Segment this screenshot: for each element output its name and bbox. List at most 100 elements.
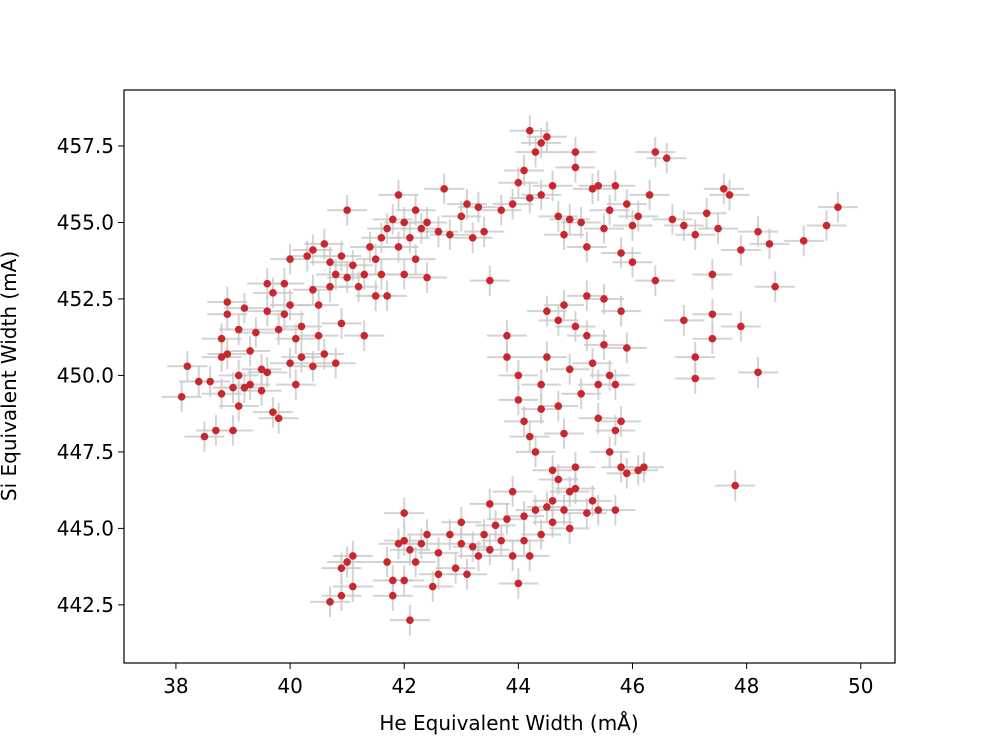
point — [234, 325, 243, 334]
x-tick-label: 40 — [277, 674, 302, 698]
point — [486, 546, 494, 554]
point — [246, 347, 254, 355]
point — [577, 218, 585, 227]
point — [554, 402, 563, 410]
point — [234, 371, 243, 380]
point — [503, 331, 511, 340]
point — [366, 243, 374, 251]
point — [349, 582, 357, 591]
point — [337, 252, 346, 260]
point — [252, 328, 260, 337]
point — [297, 353, 306, 361]
y-tick-label: 450.0 — [57, 363, 114, 387]
point — [474, 203, 483, 211]
point — [520, 166, 528, 175]
point — [337, 319, 346, 328]
point — [417, 224, 426, 233]
point — [525, 126, 534, 135]
point — [400, 509, 409, 517]
point — [480, 530, 488, 539]
point — [691, 374, 700, 383]
point — [223, 298, 232, 306]
point — [531, 448, 540, 456]
point — [525, 432, 534, 441]
point — [680, 316, 688, 325]
point — [765, 240, 774, 248]
point — [617, 249, 625, 257]
point — [451, 564, 460, 572]
point — [605, 206, 614, 215]
point — [274, 414, 283, 423]
point — [194, 377, 203, 386]
point — [434, 549, 443, 557]
point — [406, 546, 414, 554]
point — [605, 371, 614, 380]
point — [691, 230, 700, 239]
point — [571, 148, 580, 156]
point — [702, 209, 711, 218]
point — [411, 206, 420, 215]
point — [263, 368, 272, 377]
point — [217, 334, 226, 343]
point — [217, 389, 226, 398]
point — [388, 591, 397, 600]
point — [594, 414, 603, 423]
x-axis-label: He Equivalent Width (mÅ) — [379, 711, 638, 735]
point — [634, 466, 642, 475]
point — [834, 203, 842, 211]
point — [645, 191, 654, 199]
point — [514, 178, 523, 187]
point — [508, 552, 517, 560]
point — [577, 389, 585, 398]
y-tick-label: 447.5 — [57, 440, 114, 464]
point — [611, 506, 620, 514]
point — [537, 191, 545, 199]
point — [622, 200, 631, 208]
point — [622, 469, 631, 478]
point — [468, 233, 477, 242]
point — [297, 322, 306, 331]
point — [331, 270, 340, 279]
point — [286, 301, 294, 309]
point — [446, 530, 454, 539]
point — [223, 350, 232, 358]
y-tick-label: 455.0 — [57, 210, 114, 234]
point — [662, 154, 671, 163]
point — [434, 227, 443, 236]
point — [571, 322, 580, 331]
point — [406, 233, 414, 242]
point — [754, 227, 762, 236]
point — [337, 564, 346, 572]
point — [491, 521, 500, 530]
point — [263, 307, 272, 315]
point — [463, 570, 471, 579]
point — [406, 616, 414, 624]
point — [525, 194, 534, 202]
point — [737, 322, 745, 331]
point — [474, 552, 483, 560]
point — [457, 518, 466, 527]
x-tick-label: 50 — [848, 674, 873, 698]
point — [303, 252, 311, 260]
point — [691, 353, 700, 361]
point — [200, 432, 209, 441]
point — [531, 148, 540, 156]
point — [269, 408, 277, 416]
point — [309, 285, 317, 294]
point — [286, 359, 294, 367]
point — [611, 181, 620, 190]
point — [714, 224, 722, 233]
point — [326, 258, 334, 267]
point — [548, 497, 557, 505]
point — [560, 301, 568, 309]
point — [480, 227, 488, 236]
point — [400, 270, 409, 279]
point — [343, 273, 351, 282]
point — [514, 396, 523, 404]
point — [360, 270, 369, 279]
point — [383, 558, 391, 566]
point — [571, 163, 580, 172]
point — [634, 212, 642, 221]
x-tick-label: 38 — [163, 674, 188, 698]
point — [617, 417, 625, 426]
